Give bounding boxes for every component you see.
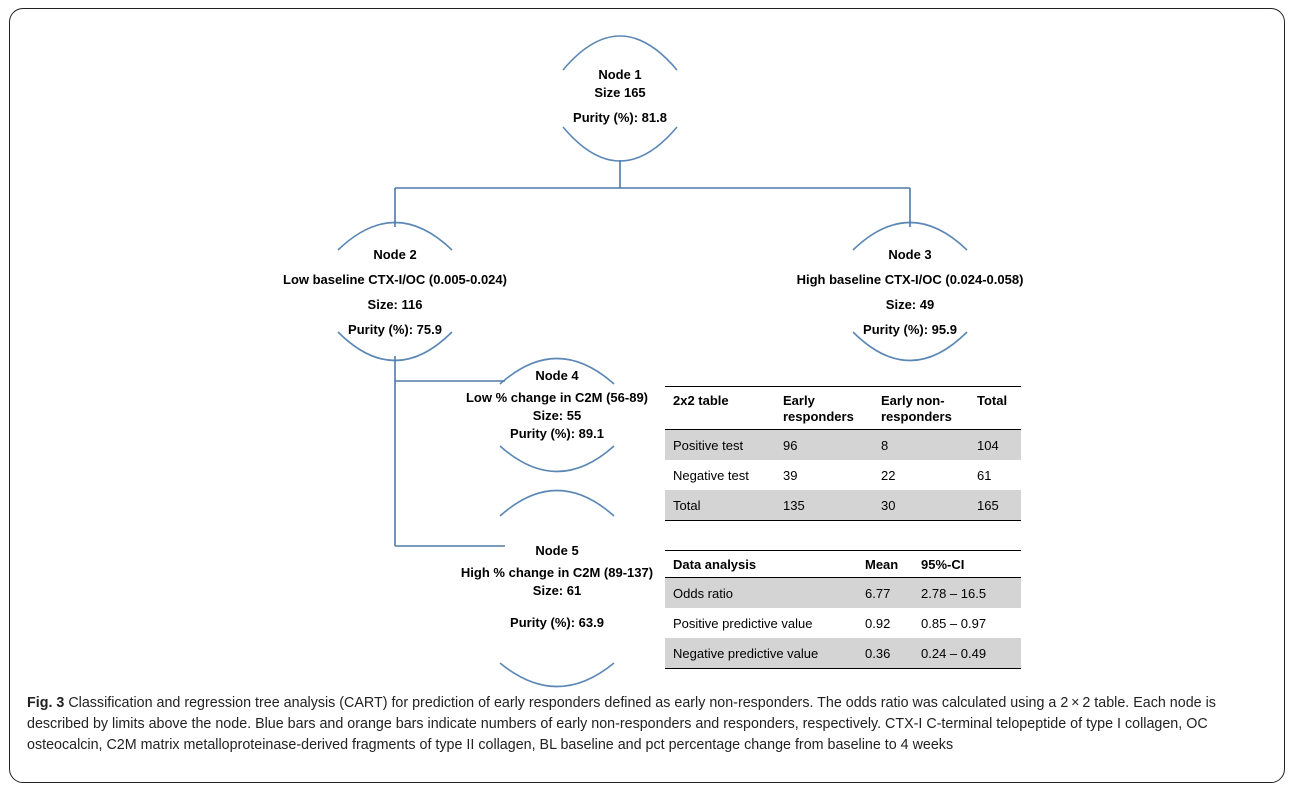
node1-bottom-arc: [562, 126, 678, 162]
node5-purity: Purity (%): 63.9: [510, 615, 604, 630]
table-cell: 0.24 – 0.49: [913, 638, 1021, 669]
table-cell: 61: [977, 467, 992, 483]
table-cell: 96: [775, 429, 873, 460]
node4-purity: Purity (%): 89.1: [510, 426, 604, 441]
node3-range: High baseline CTX-I/OC (0.024-0.058): [796, 272, 1024, 287]
table-cell: 0.85 – 0.97: [921, 615, 987, 631]
node5-bottom-arc: [499, 662, 615, 688]
node3-title: Node 3: [888, 247, 932, 262]
contingency-header-row: 2x2 table Early responders Early non-res…: [665, 386, 1021, 430]
node2-size: Size: 116: [367, 297, 423, 312]
node2-title: Node 2: [373, 247, 417, 262]
caption-label: Fig. 3: [27, 695, 65, 711]
analysis-header: 95%-CI: [921, 557, 965, 572]
table-cell: 0.92: [865, 615, 891, 631]
analysis-table: Data analysis Mean 95%-CI Odds ratio 6.7…: [665, 550, 1021, 669]
node1-top-arc: [562, 35, 678, 71]
table-cell: 135: [775, 490, 873, 521]
node3-label: Node 3 High baseline CTX-I/OC (0.024-0.0…: [797, 246, 1024, 339]
node4-top-arc: [499, 357, 615, 385]
table-cell: Negative predictive value: [665, 638, 857, 669]
table-cell: 30: [873, 490, 969, 521]
node2-label: Node 2 Low baseline CTX-I/OC (0.005-0.02…: [283, 246, 507, 339]
table-cell: Total: [665, 490, 775, 521]
table-cell: 8: [873, 429, 969, 460]
table-cell: Positive test: [665, 429, 775, 460]
analysis-header: Data analysis: [673, 557, 757, 572]
contingency-header: 2x2 table: [673, 393, 729, 408]
node4-size: Size: 55: [532, 408, 582, 423]
table-cell: Negative test: [673, 467, 749, 483]
caption-text: Classification and regression tree analy…: [27, 695, 1216, 753]
node5-top-arc: [499, 489, 615, 517]
figure-frame: [9, 8, 1285, 783]
table-row: Positive test 96 8 104: [665, 429, 1021, 460]
node4-title: Node 4: [535, 368, 579, 383]
node5-size: Size: 61: [532, 583, 582, 598]
node4-label: Node 4 Low % change in C2M (56-89) Size:…: [466, 367, 648, 443]
table-cell: Odds ratio: [665, 577, 857, 608]
table-row: Negative predictive value 0.36 0.24 – 0.…: [665, 638, 1021, 669]
node4-bottom-arc: [499, 445, 615, 473]
node4-range: Low % change in C2M (56-89): [465, 390, 649, 405]
node5-title: Node 5: [535, 543, 579, 558]
node1-size: Size 165: [594, 85, 646, 100]
node1-purity: Purity (%): 81.8: [573, 110, 667, 125]
node1-title: Node 1: [598, 67, 642, 82]
node5-label: Node 5 High % change in C2M (89-137) Siz…: [461, 542, 653, 632]
node3-purity: Purity (%): 95.9: [863, 322, 957, 337]
table-row: Total 135 30 165: [665, 490, 1021, 521]
table-cell: 2.78 – 16.5: [913, 577, 1021, 608]
contingency-header: Total: [977, 393, 1008, 408]
contingency-header: Early responders: [783, 393, 854, 424]
table-cell: 104: [969, 429, 1021, 460]
node2-range: Low baseline CTX-I/OC (0.005-0.024): [283, 272, 507, 287]
table-row: Odds ratio 6.77 2.78 – 16.5: [665, 577, 1021, 608]
node1-label: Node 1 Size 165 Purity (%): 81.8: [573, 66, 667, 127]
table-cell: 6.77: [857, 577, 913, 608]
table-cell: 39: [783, 467, 798, 483]
table-cell: 0.36: [857, 638, 913, 669]
table-cell: Positive predictive value: [673, 615, 813, 631]
table-row: Negative test 39 22 61: [665, 460, 1021, 490]
contingency-table: 2x2 table Early responders Early non-res…: [665, 386, 1021, 521]
table-row: Positive predictive value 0.92 0.85 – 0.…: [665, 608, 1021, 638]
contingency-header: Early non-responders: [881, 393, 952, 424]
table-cell: 22: [881, 467, 896, 483]
node5-range: High % change in C2M (89-137): [460, 565, 654, 580]
figure-caption: Fig. 3 Classification and regression tre…: [27, 693, 1272, 756]
node2-purity: Purity (%): 75.9: [348, 322, 442, 337]
node3-bottom-arc: [852, 331, 968, 362]
analysis-header: Mean: [865, 557, 899, 572]
table-cell: 165: [969, 490, 1021, 521]
node3-size: Size: 49: [885, 297, 935, 312]
analysis-header-row: Data analysis Mean 95%-CI: [665, 550, 1021, 578]
